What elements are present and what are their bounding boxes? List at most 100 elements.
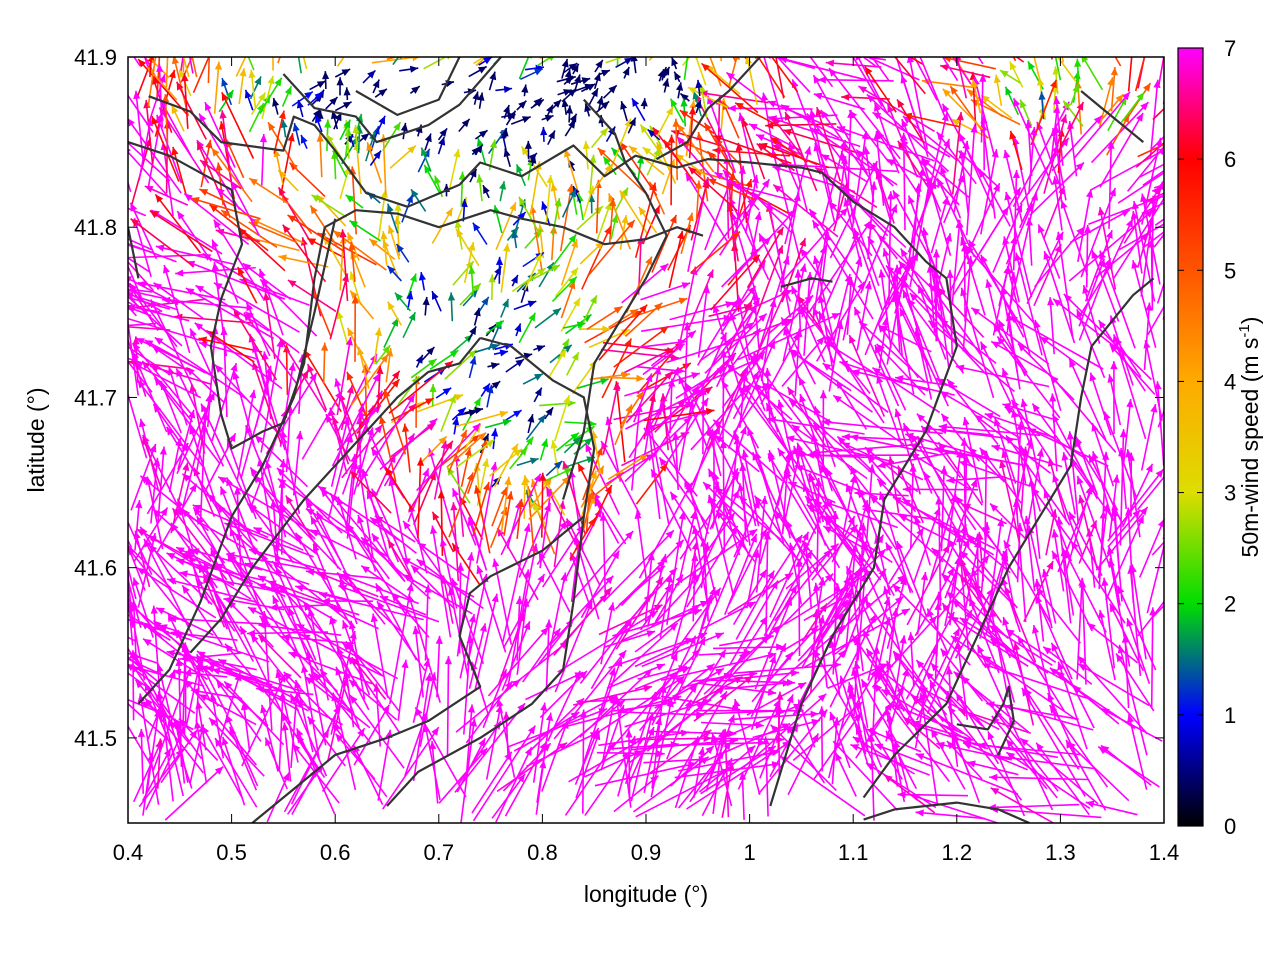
wind-vector <box>848 574 907 625</box>
wind-vector-head <box>900 75 908 84</box>
wind-vector <box>224 643 292 724</box>
wind-vector <box>720 259 767 335</box>
wind-vector-head <box>1139 507 1148 516</box>
wind-vector <box>342 620 371 696</box>
wind-vector-head <box>279 338 287 347</box>
wind-vector-head <box>1130 211 1138 220</box>
wind-vector-head <box>150 605 158 614</box>
wind-vector <box>907 180 937 253</box>
wind-vector <box>1088 194 1164 226</box>
wind-vector-head <box>198 724 206 734</box>
wind-vector-head <box>1002 617 1010 626</box>
wind-vector <box>763 549 813 637</box>
wind-vector-head <box>678 511 686 520</box>
wind-vector <box>128 305 137 317</box>
wind-vector-head <box>745 179 753 188</box>
wind-vector-head <box>794 44 802 51</box>
wind-vector <box>1134 57 1146 92</box>
wind-vector <box>923 112 948 212</box>
wind-vector-head <box>1155 137 1163 147</box>
wind-vector-head <box>914 515 922 525</box>
wind-vector <box>886 576 907 649</box>
wind-vector-head <box>1003 540 1011 550</box>
wind-vector <box>582 709 585 814</box>
wind-vector <box>255 365 272 427</box>
wind-vector-head <box>99 299 108 306</box>
wind-vector-head <box>675 343 685 352</box>
wind-vector <box>176 720 186 784</box>
wind-vector-head <box>898 260 907 270</box>
wind-vector-head <box>476 565 484 575</box>
wind-vector-head <box>1013 642 1021 651</box>
wind-vector-head <box>246 629 255 637</box>
wind-vector-head <box>342 416 350 426</box>
wind-vector <box>1028 525 1053 629</box>
wind-vector-head <box>841 93 850 101</box>
wind-vector-head <box>1069 358 1076 368</box>
wind-vector-head <box>754 1 761 10</box>
wind-vector <box>841 474 856 538</box>
wind-vector-head <box>407 433 415 443</box>
wind-vector-head <box>519 447 528 456</box>
wind-vector-head <box>185 288 195 296</box>
wind-vector <box>249 503 295 564</box>
wind-vector-head <box>461 118 470 128</box>
wind-vector-head <box>516 164 523 174</box>
wind-vector-head <box>320 488 329 498</box>
wind-vector <box>892 650 948 716</box>
wind-vector-head <box>850 466 858 475</box>
wind-vector-head <box>799 394 806 403</box>
wind-vector-head <box>469 356 477 365</box>
wind-vector-head <box>239 68 247 77</box>
wind-vector <box>812 648 862 733</box>
wind-vector-head <box>199 189 209 196</box>
wind-vector <box>1137 600 1164 637</box>
wind-vector <box>851 634 916 724</box>
wind-vector <box>554 600 593 693</box>
wind-vector-head <box>356 416 364 425</box>
wind-vector-head <box>540 627 549 636</box>
wind-vector-head <box>629 309 639 317</box>
wind-vector <box>1109 315 1134 386</box>
wind-vector-head <box>270 499 278 508</box>
wind-vector-head <box>604 226 611 235</box>
wind-vector-head <box>1126 218 1133 228</box>
wind-vector <box>708 494 735 597</box>
wind-vector-head <box>1127 565 1135 574</box>
wind-vector-head <box>244 89 252 99</box>
wind-vector-head <box>150 24 157 32</box>
wind-vector <box>247 57 255 71</box>
wind-vector-head <box>818 577 826 586</box>
wind-vector <box>128 296 171 310</box>
wind-vector <box>1118 644 1148 756</box>
wind-vector-head <box>358 409 366 419</box>
wind-vector <box>1085 801 1138 816</box>
wind-vector-head <box>383 389 391 398</box>
wind-vector <box>495 201 517 251</box>
wind-vector-head <box>1122 91 1130 101</box>
wind-vector-head <box>901 608 910 616</box>
wind-vector-head <box>396 243 404 253</box>
wind-vector <box>1127 57 1133 92</box>
wind-vector-head <box>694 42 702 51</box>
wind-vector-head <box>829 201 838 210</box>
wind-vector <box>825 334 885 424</box>
wind-vector <box>258 624 342 636</box>
wind-vector-head <box>677 230 685 240</box>
wind-vector-head <box>671 367 679 376</box>
wind-vector <box>750 643 787 718</box>
wind-vector-head <box>656 565 665 574</box>
wind-vector-head <box>726 363 735 372</box>
wind-vector <box>991 444 1063 468</box>
wind-vector-head <box>663 139 672 149</box>
wind-vector <box>157 738 162 789</box>
wind-vector-head <box>1005 86 1013 96</box>
wind-vector-head <box>1001 548 1008 558</box>
wind-vector-head <box>839 139 847 149</box>
wind-vector-head <box>911 252 919 262</box>
wind-vector-head <box>142 436 149 446</box>
wind-vector-head <box>523 621 531 631</box>
wind-vector-head <box>1140 102 1149 111</box>
wind-vector-head <box>198 564 206 574</box>
wind-vector <box>908 57 924 66</box>
